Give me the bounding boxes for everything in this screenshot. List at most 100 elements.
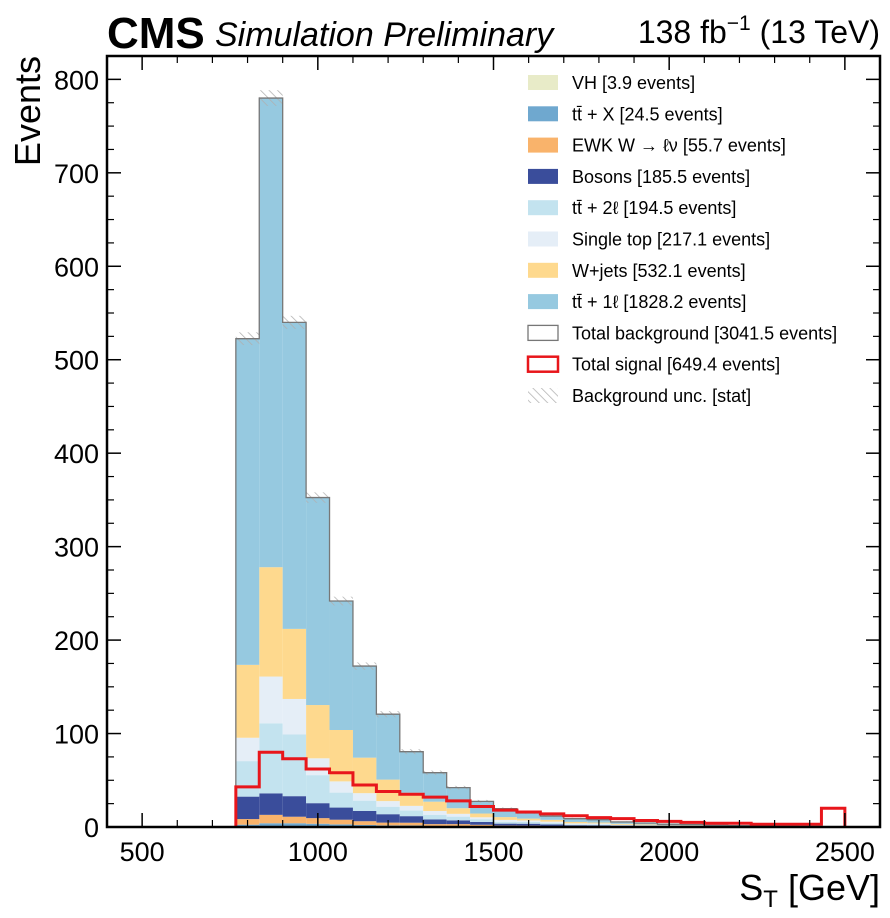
bar-tt1l-13 xyxy=(540,816,564,820)
bar-SingleTop-13 xyxy=(540,821,564,824)
bar-Bosons-1 xyxy=(259,793,283,815)
y-tick-label-600: 600 xyxy=(54,252,99,282)
legend-label-tt2l: tt̄ + 2ℓ [194.5 events] xyxy=(572,198,736,218)
bar-SingleTop-14 xyxy=(563,823,588,825)
legend-label-SingleTop: Single top [217.1 events] xyxy=(572,230,770,250)
x-tick-label-500: 500 xyxy=(120,837,165,867)
y-tick-label-500: 500 xyxy=(54,346,99,376)
legend-swatch-unc xyxy=(528,388,558,403)
bar-tt2l-6 xyxy=(376,806,400,815)
bar-tt1l-14 xyxy=(563,818,588,822)
bar-EWK-4 xyxy=(329,819,353,825)
bar-tt1l-12 xyxy=(516,812,541,819)
legend-label-unc: Background unc. [stat] xyxy=(572,386,751,406)
bar-tt1l-9 xyxy=(446,787,471,809)
bar-Bosons-8 xyxy=(423,819,447,825)
lumi-exponent: −1 xyxy=(727,12,751,35)
bar-Wjets-11 xyxy=(493,817,517,820)
bar-Bosons-5 xyxy=(352,810,377,822)
legend-swatch-signal xyxy=(526,355,560,373)
legend-swatch-ttX xyxy=(528,106,558,122)
legend-swatch-tt2l xyxy=(528,200,558,216)
bar-Wjets-10 xyxy=(470,813,494,818)
bar-tt2l-7 xyxy=(399,810,424,817)
energy-label: (13 TeV) xyxy=(751,14,880,50)
bar-tt1l-0 xyxy=(235,338,260,665)
bar-Bosons-3 xyxy=(306,803,330,819)
bar-EWK-1 xyxy=(259,814,283,824)
cms-label: CMS xyxy=(107,9,205,58)
x-tick-label-2000: 2000 xyxy=(639,837,699,867)
bar-SingleTop-0 xyxy=(235,737,260,762)
y-tick-label-400: 400 xyxy=(54,439,99,469)
bar-Bosons-4 xyxy=(329,807,353,820)
legend-entry-ttX: tt̄ + X [24.5 events] xyxy=(528,104,723,124)
legend-swatch-EWK xyxy=(528,137,558,153)
legend-label-Bosons: Bosons [185.5 events] xyxy=(572,167,750,187)
legend-label-signal: Total signal [649.4 events] xyxy=(572,355,780,375)
legend-swatch-tt1l xyxy=(528,294,558,310)
bar-Bosons-2 xyxy=(282,796,307,817)
bar-SingleTop-3 xyxy=(306,758,330,776)
bar-tt2l-10 xyxy=(470,819,494,822)
bar-EWK-7 xyxy=(399,822,424,826)
bar-tt2l-4 xyxy=(329,792,353,808)
legend-entry-Bosons: Bosons [185.5 events] xyxy=(528,167,750,187)
bar-EWK-5 xyxy=(352,821,377,825)
lumi-label: 138 fb−1 (13 TeV) xyxy=(638,12,880,50)
legend-entry-signal: Total signal [649.4 events] xyxy=(526,355,780,375)
y-tick-label-100: 100 xyxy=(54,720,99,750)
bar-tt1l-11 xyxy=(493,808,517,818)
bar-tt2l-11 xyxy=(493,821,517,824)
signal-step xyxy=(234,750,847,827)
bar-Bosons-0 xyxy=(235,796,260,820)
bar-tt1l-6 xyxy=(376,714,400,780)
bar-SingleTop-7 xyxy=(399,805,424,811)
bar-SingleTop-6 xyxy=(376,801,400,807)
bar-Bosons-14 xyxy=(563,825,588,827)
x-tick-label-1500: 1500 xyxy=(463,837,523,867)
bar-tt1l-3 xyxy=(306,497,330,706)
signal-histogram xyxy=(234,750,847,827)
bar-tt2l-5 xyxy=(352,800,377,811)
bar-tt1l-4 xyxy=(329,601,353,730)
bar-SingleTop-2 xyxy=(282,698,307,735)
bar-Wjets-2 xyxy=(282,628,307,699)
bar-EWK-2 xyxy=(282,816,307,824)
legend-swatch-Bosons xyxy=(528,168,558,184)
stacked-bars xyxy=(235,98,845,827)
y-tick-label-300: 300 xyxy=(54,533,99,563)
bar-SingleTop-5 xyxy=(352,793,377,801)
legend-swatch-SingleTop xyxy=(528,231,558,247)
bar-SingleTop-8 xyxy=(423,811,447,815)
y-tick-label-200: 200 xyxy=(54,626,99,656)
bar-Bosons-7 xyxy=(399,816,424,823)
plot-frame xyxy=(105,54,882,829)
legend-swatch-total_bkg xyxy=(527,324,559,342)
bar-Wjets-13 xyxy=(540,819,564,822)
legend: VH [3.9 events] tt̄ + X [24.5 events] EWK … xyxy=(526,73,837,406)
legend-label-total_bkg: Total background [3041.5 events] xyxy=(572,323,837,343)
x-tick-labels: 500 1000 1500 2000 2500 xyxy=(120,837,875,867)
bar-Wjets-3 xyxy=(306,705,330,759)
bar-tt2l-14 xyxy=(563,824,588,826)
bar-Wjets-12 xyxy=(516,818,541,821)
bar-Wjets-4 xyxy=(329,729,353,782)
x-tick-label-2500: 2500 xyxy=(815,837,875,867)
bar-tt2l-0 xyxy=(235,761,260,797)
legend-entry-tt2l: tt̄ + 2ℓ [194.5 events] xyxy=(528,198,736,218)
bar-Bosons-11 xyxy=(493,823,517,826)
x-axis-title-main: S xyxy=(739,867,763,908)
bar-EWK-10 xyxy=(470,824,494,827)
legend-swatch-VH xyxy=(528,75,558,90)
legend-entry-total_bkg: Total background [3041.5 events] xyxy=(527,323,837,343)
bar-Wjets-17 xyxy=(634,824,658,826)
bar-ttX-2 xyxy=(282,823,307,827)
legend-entry-EWK: EWK W → ℓν [55.7 events] xyxy=(528,136,786,156)
y-tick-label-0: 0 xyxy=(84,813,99,843)
bar-tt2l-8 xyxy=(423,814,447,820)
legend-label-EWK: EWK W → ℓν [55.7 events] xyxy=(572,136,786,156)
bar-Wjets-9 xyxy=(446,808,471,814)
legend-entry-unc: Background unc. [stat] xyxy=(528,386,751,406)
bar-tt1l-2 xyxy=(282,322,307,629)
